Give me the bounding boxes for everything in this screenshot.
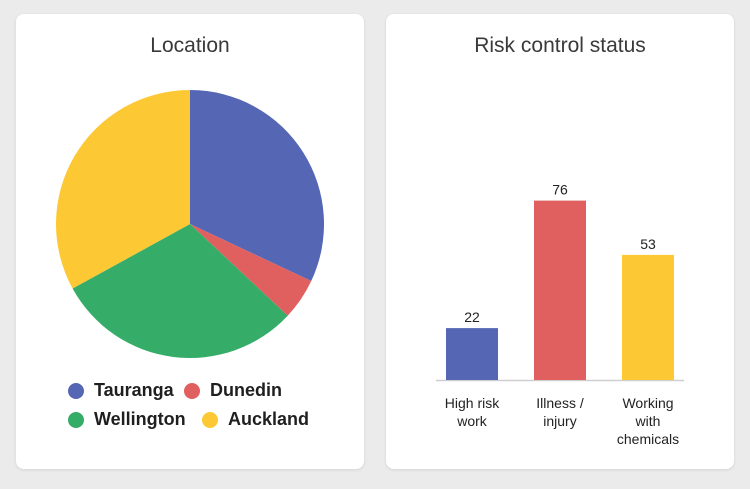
legend-swatch-dunedin: [184, 382, 200, 399]
legend-item-tauranga[interactable]: Tauranga: [68, 380, 174, 401]
bar-value-label-3: 53: [640, 236, 656, 252]
legend-swatch-tauranga: [68, 382, 84, 399]
location-chart-title: Location: [150, 34, 230, 57]
location-pie-chart: [55, 90, 325, 359]
legend-label-auckland: Auckland: [228, 409, 310, 429]
legend-item-dunedin[interactable]: Dunedin: [184, 380, 282, 401]
pie-slice-dunedin[interactable]: [190, 224, 312, 316]
risk-chart-title: Risk control status: [474, 34, 646, 57]
legend-item-auckland[interactable]: Auckland: [202, 409, 309, 430]
legend-swatch-auckland: [202, 411, 218, 428]
pie-slice-wellington[interactable]: [72, 224, 288, 359]
legend-label-tauranga: Tauranga: [94, 380, 174, 400]
pie-slice-tauranga[interactable]: [190, 90, 325, 282]
bar-3[interactable]: [622, 254, 674, 380]
x-tick-label-1: High risk work: [445, 395, 500, 429]
pie-slice-auckland[interactable]: [55, 90, 191, 289]
location-card: Location Tauranga Dunedin Wellington Auc…: [16, 14, 364, 469]
risk-bar-chart: 22 High risk work 76 Illness / injury 53 Workin…: [436, 182, 684, 447]
bar-1[interactable]: [446, 328, 498, 380]
legend-swatch-wellington: [68, 411, 84, 428]
x-tick-label-3: Working with chemicals: [617, 395, 679, 447]
x-tick-label-2: Illness / injury: [536, 395, 584, 429]
bar-value-label-1: 22: [464, 309, 480, 325]
legend-label-wellington: Wellington: [94, 409, 186, 429]
legend-item-wellington[interactable]: Wellington: [68, 409, 186, 430]
legend-label-dunedin: Dunedin: [210, 380, 282, 400]
bar-value-label-2: 76: [552, 182, 568, 198]
bar-2[interactable]: [534, 200, 586, 380]
risk-control-card: Risk control status 22 High risk work 76 Ill…: [386, 14, 734, 469]
